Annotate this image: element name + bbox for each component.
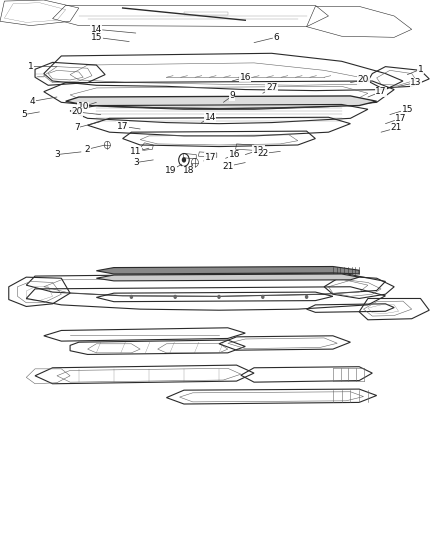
Polygon shape bbox=[96, 266, 359, 274]
Text: 12: 12 bbox=[245, 146, 264, 155]
Text: 17: 17 bbox=[204, 153, 216, 161]
Text: 14: 14 bbox=[201, 113, 216, 123]
Text: 7: 7 bbox=[74, 122, 101, 132]
Polygon shape bbox=[66, 96, 377, 109]
Text: 2: 2 bbox=[85, 145, 105, 154]
Text: 1: 1 bbox=[407, 65, 424, 75]
Circle shape bbox=[130, 295, 133, 299]
Circle shape bbox=[261, 295, 265, 299]
Text: 17: 17 bbox=[117, 122, 140, 131]
Text: 5: 5 bbox=[21, 110, 39, 119]
Text: 19: 19 bbox=[165, 164, 182, 175]
Text: 21: 21 bbox=[222, 162, 245, 171]
Text: 1: 1 bbox=[28, 62, 57, 71]
Text: 27: 27 bbox=[263, 84, 277, 93]
Text: 22: 22 bbox=[257, 149, 280, 158]
Text: 9: 9 bbox=[223, 92, 235, 102]
Text: 4: 4 bbox=[30, 97, 57, 106]
Text: 15: 15 bbox=[390, 105, 413, 115]
Text: 18: 18 bbox=[183, 164, 194, 175]
Circle shape bbox=[182, 157, 186, 163]
Text: 10: 10 bbox=[78, 102, 96, 111]
Text: 20: 20 bbox=[350, 76, 369, 84]
Text: 17: 17 bbox=[385, 114, 406, 124]
Text: 6: 6 bbox=[254, 33, 279, 43]
Text: 20: 20 bbox=[71, 108, 101, 116]
Text: 17: 17 bbox=[368, 87, 387, 97]
Polygon shape bbox=[96, 274, 359, 281]
Text: 3: 3 bbox=[54, 150, 81, 159]
Circle shape bbox=[173, 295, 177, 299]
Text: 3: 3 bbox=[133, 158, 153, 167]
Text: 13: 13 bbox=[399, 78, 422, 87]
Text: 11: 11 bbox=[130, 148, 149, 156]
Circle shape bbox=[305, 295, 308, 299]
Text: 15: 15 bbox=[91, 33, 129, 42]
Text: 16: 16 bbox=[232, 73, 251, 82]
Text: 21: 21 bbox=[381, 124, 402, 132]
Circle shape bbox=[217, 295, 221, 299]
Text: 14: 14 bbox=[91, 25, 136, 34]
Text: 16: 16 bbox=[226, 150, 240, 159]
